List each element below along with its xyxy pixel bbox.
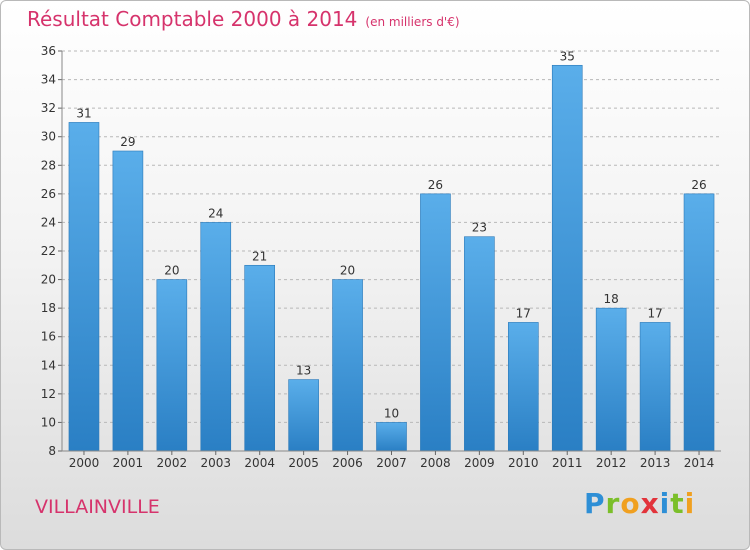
y-tick-label: 24: [41, 215, 56, 229]
bar[interactable]: [551, 64, 583, 452]
data-label: 29: [120, 135, 135, 149]
proxiti-logo[interactable]: Proxiti: [584, 487, 695, 520]
city-name: VILLAINVILLE: [35, 496, 160, 518]
bar[interactable]: [200, 222, 232, 452]
x-tick-label: 2000: [69, 456, 100, 470]
x-tick-label: 2010: [508, 456, 539, 470]
y-tick-label: 20: [41, 273, 56, 287]
x-tick-label: 2005: [288, 456, 319, 470]
bar[interactable]: [683, 193, 715, 452]
x-tick-label: 2013: [640, 456, 671, 470]
y-tick-label: 30: [41, 130, 56, 144]
bar[interactable]: [639, 322, 671, 452]
bar[interactable]: [156, 279, 188, 452]
y-tick-label: 10: [41, 415, 56, 429]
bar[interactable]: [68, 122, 100, 452]
bars: 31 29 20 24 21 13 20 10 26 23 17 35 18 17 26: [68, 49, 715, 452]
y-tick-label: 26: [41, 187, 56, 201]
axes: 8 10 12 14 16 18 20 22 24 26 28 30 32 34 36 2000 2001 200…: [41, 44, 721, 470]
data-label: 10: [384, 406, 399, 420]
x-tick-label: 2006: [332, 456, 363, 470]
y-tick-label: 16: [41, 330, 56, 344]
data-label: 24: [208, 206, 223, 220]
data-label: 23: [472, 221, 487, 235]
chart-title-text: Résultat Comptable 2000 à 2014: [27, 7, 358, 31]
data-label: 17: [516, 306, 531, 320]
chart-title: Résultat Comptable 2000 à 2014 (en millie…: [27, 7, 460, 31]
logo-letter: o: [620, 487, 641, 520]
y-tick-label: 36: [41, 44, 56, 58]
bar[interactable]: [112, 150, 144, 452]
data-label: 35: [560, 49, 575, 63]
y-tick-label: 14: [41, 358, 56, 372]
bar[interactable]: [244, 264, 275, 452]
x-tick-label: 2002: [157, 456, 188, 470]
data-label: 18: [604, 292, 619, 306]
data-label: 17: [647, 306, 662, 320]
bar[interactable]: [507, 322, 539, 452]
x-tick-label: 2014: [684, 456, 715, 470]
data-label: 20: [164, 264, 179, 278]
y-tick-label: 8: [48, 444, 56, 458]
data-label: 20: [340, 264, 355, 278]
logo-letter: i: [684, 487, 696, 520]
y-tick-label: 18: [41, 301, 56, 315]
logo-letter: P: [584, 487, 606, 520]
x-tick-label: 2008: [420, 456, 451, 470]
logo-letter: t: [670, 487, 685, 520]
x-tick-label: 2011: [552, 456, 583, 470]
data-label: 26: [691, 178, 706, 192]
bar[interactable]: [332, 279, 363, 452]
logo-letter: i: [659, 487, 671, 520]
x-tick-label: 2012: [596, 456, 627, 470]
bar[interactable]: [288, 379, 319, 452]
data-label: 26: [428, 178, 443, 192]
y-tick-label: 28: [41, 158, 56, 172]
bar[interactable]: [464, 236, 495, 452]
bar[interactable]: [376, 422, 407, 452]
y-tick-label: 32: [41, 101, 56, 115]
x-tick-label: 2001: [113, 456, 144, 470]
data-label: 31: [76, 106, 91, 120]
bar[interactable]: [420, 193, 451, 452]
logo-letter: x: [640, 487, 660, 520]
logo-letter: r: [605, 487, 621, 520]
x-tick-label: 2004: [244, 456, 275, 470]
y-tick-label: 22: [41, 244, 56, 258]
x-tick-label: 2003: [200, 456, 231, 470]
bar[interactable]: [595, 307, 627, 452]
data-label: 13: [296, 364, 311, 378]
x-tick-label: 2009: [464, 456, 495, 470]
y-tick-label: 34: [41, 73, 56, 87]
y-tick-label: 12: [41, 387, 56, 401]
x-tick-label: 2007: [376, 456, 407, 470]
data-label: 21: [252, 249, 267, 263]
chart-unit: (en milliers d'€): [365, 15, 460, 29]
